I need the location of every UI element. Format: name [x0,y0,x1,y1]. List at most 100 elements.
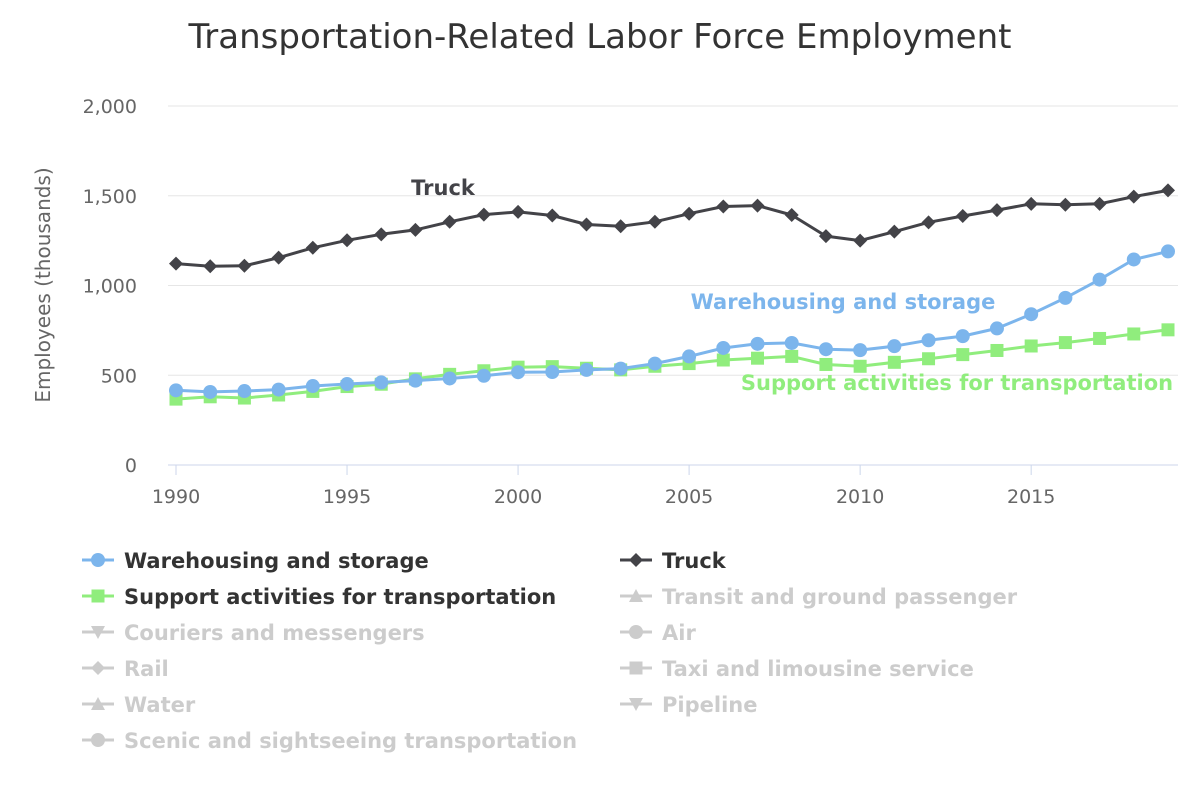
data-point [819,357,833,371]
legend-item-scenic-and-sightseeing-transportation[interactable]: Scenic and sightseeing transportation [82,729,577,753]
legend-label: Pipeline [662,693,757,717]
data-point [545,365,560,380]
data-point [203,259,218,274]
data-point [990,343,1004,357]
x-tick-label: 2010 [836,486,884,508]
data-point [1092,196,1107,211]
data-point [1024,339,1038,353]
data-point [169,256,183,271]
data-point [853,343,868,358]
data-point [271,250,286,265]
legend-item-transit-and-ground-passenger[interactable]: Transit and ground passenger [620,585,1018,609]
legend-label: Water [124,693,196,717]
data-point [613,219,628,234]
data-point [716,340,731,355]
data-point [1058,336,1072,350]
legend-label: Air [662,621,696,645]
data-point [647,356,662,371]
data-point [818,342,833,357]
data-point [751,351,765,365]
data-point [305,240,320,255]
legend-item-water[interactable]: Water [82,693,196,717]
legend-triangle-icon [91,697,105,710]
data-point [545,208,560,223]
data-point [476,207,491,222]
series-group [169,183,1175,406]
data-point [442,371,457,386]
data-point [647,214,662,229]
data-point [237,258,252,273]
data-point [1161,244,1175,259]
data-point [1024,307,1039,322]
legend-diamond-icon [629,553,643,567]
y-tick-label: 1,500 [83,186,137,208]
data-point [1161,323,1175,337]
legend-label: Truck [662,549,727,573]
series-warehousing-and-storage [169,244,1175,399]
data-point [716,353,730,367]
data-point [374,227,389,242]
legend-triangle-down-icon [91,626,105,639]
data-point [921,333,936,348]
legend-item-support-activities-for-transportation[interactable]: Support activities for transportation [82,585,556,609]
legend-circle-icon [91,553,105,567]
data-point [921,215,936,230]
legend-item-rail[interactable]: Rail [82,657,169,681]
legend-diamond-icon [91,661,105,675]
data-point [374,375,389,390]
legend-circle-icon [91,733,105,747]
legend-triangle-down-icon [629,698,643,711]
data-point [1024,196,1039,211]
data-point [579,362,594,377]
y-axis-label: Employees (thousands) [31,167,55,402]
legend-triangle-icon [629,589,643,602]
annotation-label: Truck [411,176,476,200]
legend-item-air[interactable]: Air [620,621,696,645]
data-point [305,379,320,394]
data-point [511,365,526,380]
legend-label: Taxi and limousine service [662,657,974,681]
legend-label: Rail [124,657,169,681]
legend-label: Support activities for transportation [124,585,556,609]
data-point [1058,197,1073,212]
legend-item-truck[interactable]: Truck [620,549,727,573]
data-point [922,352,936,366]
x-tick-label: 2000 [494,486,542,508]
data-point [853,233,868,248]
legend: Warehousing and storage Truck Support acti… [82,549,1018,753]
data-point [853,359,867,373]
x-axis: 1990 1995 2000 2005 2010 2015 [152,464,1178,508]
legend-square-icon [629,661,643,675]
data-point [1126,252,1141,267]
data-point [408,222,423,237]
data-point [476,368,491,383]
data-point [955,329,970,344]
chart-title: Transportation-Related Labor Force Emplo… [188,17,1012,57]
legend-square-icon [91,589,105,603]
data-point [682,349,697,364]
data-point [682,206,697,221]
data-point [887,224,902,239]
data-point [785,349,799,363]
data-point [1126,189,1141,204]
annotation-label: Support activities for transportation [741,371,1173,395]
x-tick-label: 1995 [323,486,371,508]
data-point [511,204,526,219]
series-truck [169,183,1175,274]
legend-item-taxi-and-limousine-service[interactable]: Taxi and limousine service [620,657,974,681]
legend-item-warehousing-and-storage[interactable]: Warehousing and storage [82,549,429,573]
data-point [784,335,799,350]
legend-circle-icon [629,625,643,639]
y-tick-label: 0 [125,455,137,477]
grid [168,105,1178,466]
data-point [887,339,902,354]
legend-label: Scenic and sightseeing transportation [124,729,577,753]
data-point [271,382,286,397]
data-point [408,373,423,388]
data-point [955,209,970,224]
data-point [579,217,594,232]
annotation-label: Warehousing and storage [691,290,996,314]
legend-item-pipeline[interactable]: Pipeline [620,693,757,717]
legend-item-couriers-and-messengers[interactable]: Couriers and messengers [82,621,425,645]
